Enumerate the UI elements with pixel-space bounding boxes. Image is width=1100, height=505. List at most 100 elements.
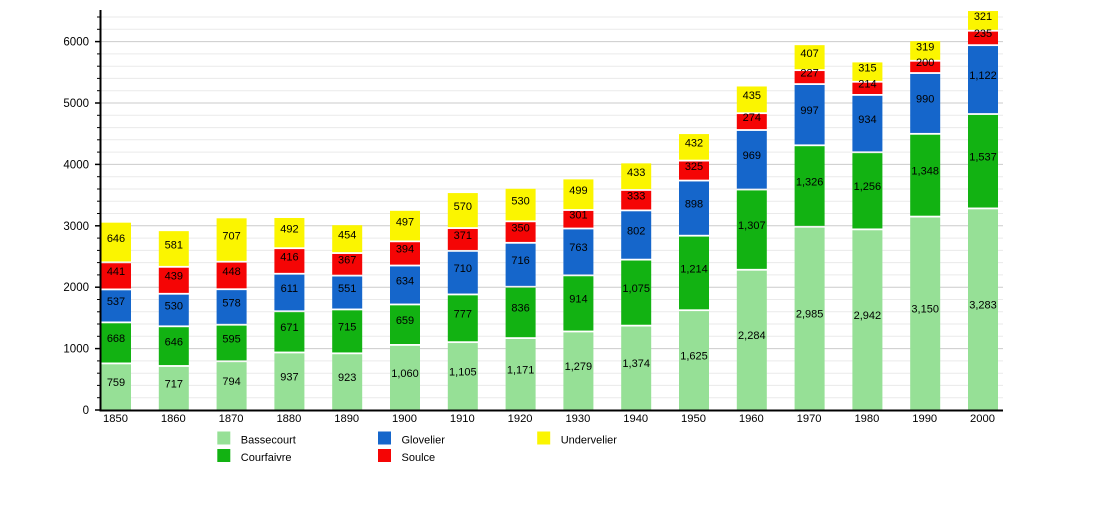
svg-text:319: 319 bbox=[916, 41, 934, 53]
svg-text:3,150: 3,150 bbox=[911, 304, 939, 316]
svg-text:530: 530 bbox=[165, 300, 183, 312]
svg-text:794: 794 bbox=[222, 376, 240, 388]
svg-text:1990: 1990 bbox=[912, 413, 937, 425]
svg-text:802: 802 bbox=[627, 225, 645, 237]
svg-text:668: 668 bbox=[107, 333, 125, 345]
svg-text:937: 937 bbox=[280, 372, 298, 384]
svg-text:492: 492 bbox=[280, 223, 298, 235]
svg-text:1900: 1900 bbox=[392, 413, 417, 425]
svg-text:1930: 1930 bbox=[565, 413, 590, 425]
svg-text:1910: 1910 bbox=[450, 413, 475, 425]
svg-text:2000: 2000 bbox=[970, 413, 995, 425]
svg-text:3000: 3000 bbox=[63, 221, 89, 233]
svg-text:914: 914 bbox=[569, 294, 587, 306]
svg-text:595: 595 bbox=[222, 333, 240, 345]
svg-text:646: 646 bbox=[107, 233, 125, 245]
svg-text:5000: 5000 bbox=[63, 98, 89, 110]
svg-text:2,942: 2,942 bbox=[854, 310, 882, 322]
svg-text:710: 710 bbox=[454, 263, 472, 275]
svg-text:1,105: 1,105 bbox=[449, 366, 477, 378]
svg-text:1,279: 1,279 bbox=[565, 361, 593, 373]
svg-text:1890: 1890 bbox=[334, 413, 359, 425]
svg-text:448: 448 bbox=[222, 266, 240, 278]
svg-text:235: 235 bbox=[974, 28, 992, 40]
svg-text:1,214: 1,214 bbox=[680, 263, 708, 275]
svg-text:1,307: 1,307 bbox=[738, 220, 766, 232]
svg-text:1850: 1850 bbox=[103, 413, 128, 425]
svg-text:1,625: 1,625 bbox=[680, 350, 708, 362]
svg-text:2,284: 2,284 bbox=[738, 330, 766, 342]
svg-text:1,060: 1,060 bbox=[391, 368, 419, 380]
svg-text:716: 716 bbox=[511, 255, 529, 267]
svg-text:1970: 1970 bbox=[797, 413, 822, 425]
svg-text:923: 923 bbox=[338, 372, 356, 384]
svg-text:0: 0 bbox=[83, 405, 89, 417]
svg-text:1,122: 1,122 bbox=[969, 70, 997, 82]
svg-text:407: 407 bbox=[800, 48, 818, 60]
svg-text:777: 777 bbox=[454, 309, 472, 321]
svg-text:325: 325 bbox=[685, 161, 703, 173]
svg-text:836: 836 bbox=[511, 303, 529, 315]
svg-text:439: 439 bbox=[165, 271, 183, 283]
svg-text:1,171: 1,171 bbox=[507, 364, 535, 376]
svg-text:551: 551 bbox=[338, 283, 356, 295]
svg-text:200: 200 bbox=[916, 57, 934, 69]
svg-text:578: 578 bbox=[222, 297, 240, 309]
svg-text:1870: 1870 bbox=[219, 413, 244, 425]
svg-text:990: 990 bbox=[916, 94, 934, 106]
svg-text:Soulce: Soulce bbox=[402, 452, 436, 464]
svg-text:Undervelier: Undervelier bbox=[561, 435, 618, 447]
svg-text:499: 499 bbox=[569, 185, 587, 197]
svg-text:367: 367 bbox=[338, 255, 356, 267]
svg-text:3,283: 3,283 bbox=[969, 300, 997, 312]
svg-text:6000: 6000 bbox=[63, 37, 89, 49]
svg-text:433: 433 bbox=[627, 167, 645, 179]
svg-text:1,256: 1,256 bbox=[854, 181, 882, 193]
svg-text:969: 969 bbox=[743, 150, 761, 162]
svg-text:715: 715 bbox=[338, 322, 356, 334]
svg-text:611: 611 bbox=[281, 283, 299, 295]
svg-text:537: 537 bbox=[107, 296, 125, 308]
svg-text:321: 321 bbox=[974, 11, 992, 23]
svg-text:581: 581 bbox=[165, 239, 183, 251]
svg-text:1920: 1920 bbox=[508, 413, 533, 425]
svg-text:1880: 1880 bbox=[276, 413, 301, 425]
svg-text:1950: 1950 bbox=[681, 413, 706, 425]
svg-text:2000: 2000 bbox=[63, 282, 89, 294]
svg-text:634: 634 bbox=[396, 275, 414, 287]
svg-text:717: 717 bbox=[165, 378, 183, 390]
svg-text:394: 394 bbox=[396, 244, 414, 256]
svg-text:227: 227 bbox=[800, 67, 818, 79]
svg-text:432: 432 bbox=[685, 138, 703, 150]
svg-text:997: 997 bbox=[800, 105, 818, 117]
svg-text:671: 671 bbox=[280, 322, 298, 334]
svg-text:1980: 1980 bbox=[854, 413, 879, 425]
svg-text:371: 371 bbox=[454, 230, 472, 242]
svg-text:1860: 1860 bbox=[161, 413, 186, 425]
svg-text:659: 659 bbox=[396, 315, 414, 327]
svg-text:333: 333 bbox=[627, 191, 645, 203]
svg-text:646: 646 bbox=[165, 336, 183, 348]
svg-text:Courfaivre: Courfaivre bbox=[241, 452, 292, 464]
svg-text:301: 301 bbox=[569, 210, 587, 222]
svg-text:Glovelier: Glovelier bbox=[402, 435, 446, 447]
svg-text:214: 214 bbox=[858, 79, 876, 91]
svg-text:315: 315 bbox=[858, 62, 876, 74]
svg-text:570: 570 bbox=[454, 201, 472, 213]
svg-text:1,374: 1,374 bbox=[622, 358, 650, 370]
svg-text:1,326: 1,326 bbox=[796, 176, 824, 188]
svg-text:1,537: 1,537 bbox=[969, 152, 997, 164]
svg-text:530: 530 bbox=[511, 195, 529, 207]
svg-text:441: 441 bbox=[107, 266, 125, 278]
svg-text:416: 416 bbox=[280, 251, 298, 263]
svg-text:1960: 1960 bbox=[739, 413, 764, 425]
svg-text:1940: 1940 bbox=[623, 413, 648, 425]
svg-text:4000: 4000 bbox=[63, 159, 89, 171]
svg-text:350: 350 bbox=[511, 222, 529, 234]
svg-text:759: 759 bbox=[107, 377, 125, 389]
svg-text:274: 274 bbox=[743, 112, 761, 124]
svg-text:454: 454 bbox=[338, 229, 356, 241]
svg-text:435: 435 bbox=[743, 90, 761, 102]
svg-text:2,985: 2,985 bbox=[796, 309, 824, 321]
svg-text:Bassecourt: Bassecourt bbox=[241, 435, 296, 447]
